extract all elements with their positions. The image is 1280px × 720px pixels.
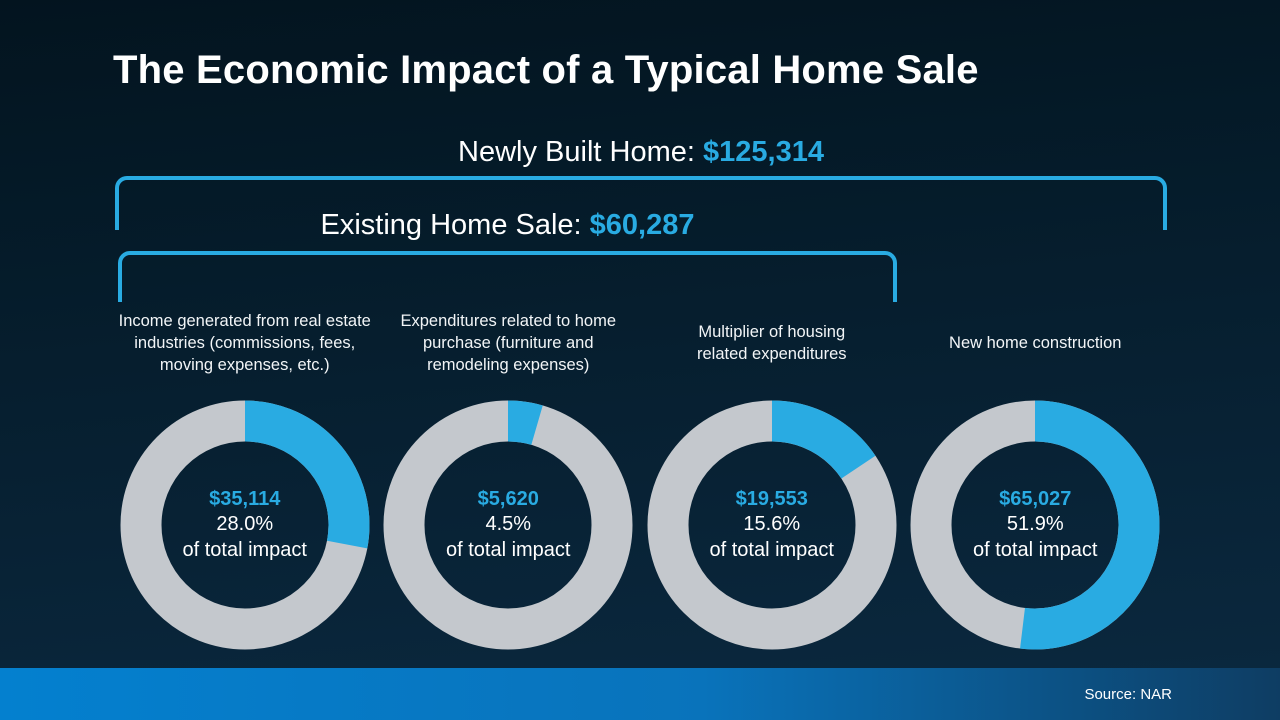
donut-center-text: $35,114 28.0% of total impact — [120, 400, 370, 650]
column-expenditures: Expenditures related to home purchase (f… — [377, 288, 641, 650]
column-multiplier: Multiplier of housing related expenditur… — [640, 288, 904, 650]
donut-chart-income: $35,114 28.0% of total impact — [120, 400, 370, 650]
column-label: Multiplier of housing related expenditur… — [696, 322, 847, 363]
column-income-generated: Income generated from real estate indust… — [113, 288, 377, 650]
donut-caption: of total impact — [182, 538, 307, 561]
donut-caption: of total impact — [445, 538, 571, 561]
donut-amount: $19,553 — [735, 487, 808, 510]
existing-home-sale-label: Existing Home Sale: — [320, 209, 590, 241]
newly-built-home-value: $125,314 — [703, 136, 824, 168]
donut-center-text: $65,027 51.9% of total impact — [910, 400, 1160, 650]
newly-built-home-banner: Newly Built Home: $125,314 — [115, 136, 1167, 169]
column-label: Income generated from real estate indust… — [118, 311, 371, 375]
donut-ring-svg — [910, 400, 1160, 650]
donut-ring-svg — [383, 400, 633, 650]
column-new-home-construction: New home construction $65,027 51.9% of t… — [904, 288, 1168, 650]
existing-home-sale-value: $60,287 — [589, 209, 695, 241]
existing-home-sale-banner: Existing Home Sale: $60,287 — [118, 209, 897, 242]
page-title: The Economic Impact of a Typical Home Sa… — [113, 48, 979, 92]
donut-caption: of total impact — [972, 538, 1098, 561]
source-credit: Source: NAR — [1084, 685, 1172, 703]
newly-built-home-label: Newly Built Home: — [458, 136, 703, 168]
donut-ring-svg — [647, 400, 897, 650]
donut-amount: $65,027 — [999, 487, 1072, 510]
donut-percent: 28.0% — [216, 513, 274, 536]
donut-columns: Income generated from real estate indust… — [113, 288, 1167, 650]
donut-percent: 51.9% — [1006, 513, 1064, 536]
donut-percent: 4.5% — [485, 513, 532, 536]
newly-built-bracket — [115, 176, 1167, 230]
donut-chart-multiplier: $19,553 15.6% of total impact — [647, 400, 897, 650]
donut-amount: $35,114 — [209, 487, 281, 510]
donut-chart-expenditures: $5,620 4.5% of total impact — [383, 400, 633, 650]
donut-amount: $5,620 — [477, 487, 539, 510]
column-label: New home construction — [949, 333, 1122, 352]
donut-caption: of total impact — [709, 538, 834, 561]
donut-percent: 15.6% — [743, 513, 801, 536]
existing-home-bracket — [118, 251, 897, 302]
donut-ring-svg — [120, 400, 370, 650]
donut-center-text: $5,620 4.5% of total impact — [383, 400, 633, 650]
donut-center-text: $19,553 15.6% of total impact — [647, 400, 897, 650]
column-label: Expenditures related to home purchase (f… — [400, 311, 617, 375]
donut-chart-new-construction: $65,027 51.9% of total impact — [910, 400, 1160, 650]
footer-bar: Source: NAR — [0, 668, 1280, 720]
